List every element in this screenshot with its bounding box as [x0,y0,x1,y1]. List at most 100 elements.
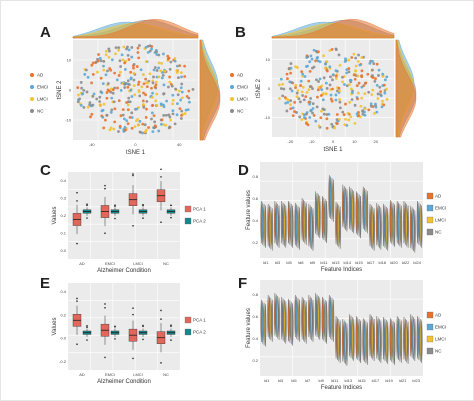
panel-b-point [297,97,301,101]
panel-d-x-tick: ld8 [298,260,304,265]
panel-a-y-tick: 10 [67,58,72,63]
panel-a-point [162,105,166,109]
panel-f-violin-emci [329,296,332,339]
panel-e-outlier [76,297,78,300]
panel-a-point [84,68,88,72]
panel-a-point [163,69,167,73]
panel-a-point [104,73,108,77]
panel-a-legend-key-emci [30,85,34,89]
panel-a-point [130,95,134,98]
panel-d-violin-nc [291,205,294,248]
panel-d-violin-lmci [419,204,422,247]
panel-label-a: A [40,24,51,41]
panel-c-outlier [104,187,106,190]
panel-b-point [277,83,281,87]
panel-a-point [142,103,145,106]
panel-a-point [133,125,137,128]
panel-b-point [314,119,318,123]
panel-b-point [293,100,297,104]
panel-b-point [350,98,354,101]
panel-b-point [334,48,338,52]
panel-b-point [344,102,347,106]
panel-b-point [338,100,342,104]
panel-b-point [334,93,338,97]
panel-f-legend-label-ad: AD [435,313,442,318]
panel-b-point [329,75,332,79]
panel-b-point [322,76,326,80]
panel-a-point [81,92,85,95]
panel-a-point [157,129,161,133]
panel-f-violin-lmci [405,320,408,363]
panel-f-violin-lmci [263,302,265,346]
panel-a-point [121,108,125,112]
panel-a-point [94,60,98,64]
panel-a-point [107,55,111,59]
panel-c-outlier [132,173,134,175]
panel-a-point [128,115,132,119]
panel-b-point [289,66,293,70]
panel-a-point [147,126,150,129]
panel-d-violin-nc [284,205,287,248]
panel-b-point [354,56,358,60]
panel-f-violin-emci [275,294,278,337]
panel-a-point [117,130,120,133]
panel-a-point [100,109,104,113]
panel-f-violin-ad [396,316,399,359]
panel-a-point [126,79,130,83]
panel-a-point [155,53,159,56]
panel-b-point [368,61,372,65]
panel-a-point [141,131,144,135]
panel-a-point [110,108,114,112]
panel-d-violin-nc [393,204,396,247]
panel-b-point [317,80,320,83]
panel-a-point [138,94,142,98]
panel-f-violin-nc [305,301,307,344]
panel-a-point [108,49,111,53]
panel-b-point [371,59,374,63]
panel-b-point [324,66,327,70]
panel-b-point [312,114,316,117]
panel-c-outlier [160,221,162,224]
panel-b-point [357,111,360,114]
panel-d-violin-lmci [392,203,394,246]
panel-a-point [117,46,121,50]
panel-f-x-tick: ld15 [358,378,366,383]
panel-b-point [354,64,358,68]
panel-a-point [162,83,166,87]
panel-a-point [129,77,133,81]
panel-a-point [82,88,86,92]
panel-d-violin-lmci [412,208,415,252]
panel-a-point [174,87,177,91]
panel-f-plot-area [260,280,423,376]
panel-d-x-tick: ld9 [310,260,316,265]
panel-d-violin-ad [416,201,419,244]
panel-a-point [138,44,141,47]
panel-b-legend-key-emci [230,85,234,89]
panel-d-legend-key-emci [426,204,434,212]
panel-b-point [319,116,323,120]
panel-d-violin-emci [329,176,332,219]
panel-a-point [145,107,148,111]
panel-b-x-tick: -10 [309,139,316,144]
panel-a-point [151,91,154,95]
panel-b-point [335,122,339,126]
panel-d-violin-lmci [263,204,265,247]
panel-b-point [285,109,289,113]
panel-b-point [383,78,387,82]
panel-d-legend-label-lmci: LMCI [435,218,446,223]
panel-b-point [289,99,293,103]
panel-label-e: E [40,275,51,292]
panel-f-violin-ad [294,295,297,338]
panel-d-violin-lmci [365,189,367,232]
panel-b-point [320,84,324,88]
panel-d-violin-ad [287,201,290,244]
panel-f-violin-lmci [419,319,422,362]
panel-b-point [343,83,346,86]
panel-f-violin-nc [386,321,389,364]
panel-a-point [135,107,139,111]
panel-c-outlier [170,204,172,207]
panel-b-point [321,92,325,96]
panel-d-violin-lmci [297,205,299,249]
panel-b-point [337,117,341,121]
panel-b-point [294,86,297,90]
